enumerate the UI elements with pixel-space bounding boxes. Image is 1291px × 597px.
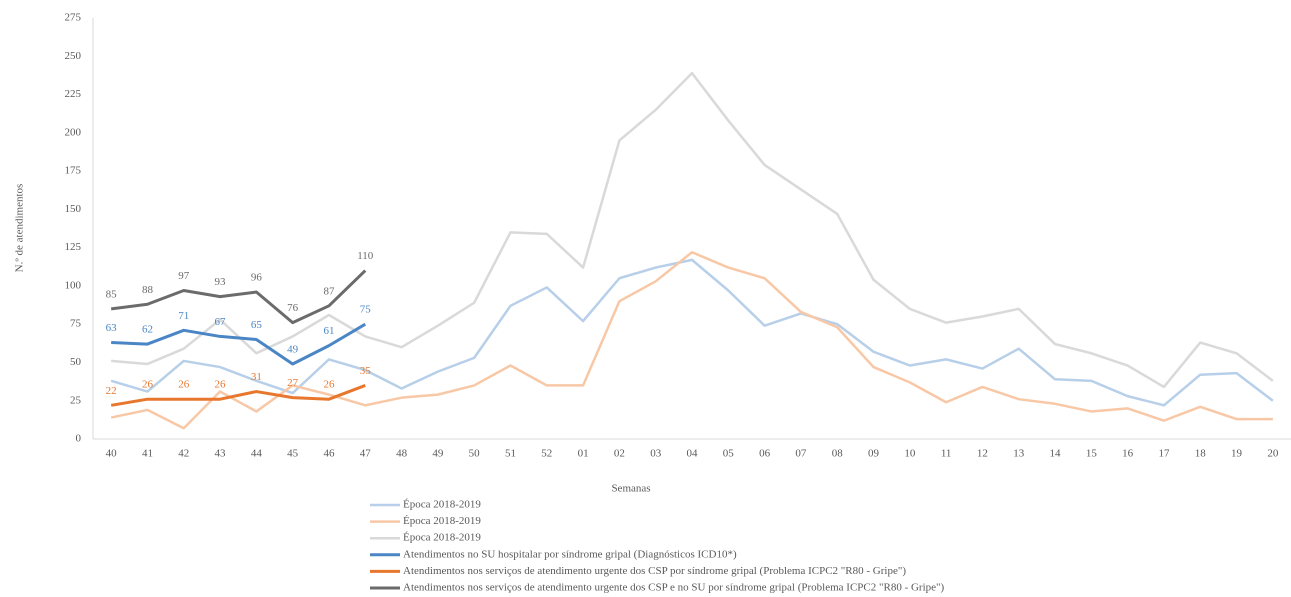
x-tick-label: 20 (1267, 448, 1279, 460)
y-tick-label: 50 (70, 356, 82, 368)
y-tick-label: 200 (65, 126, 82, 138)
x-tick-label: 02 (614, 448, 625, 460)
x-tick-label: 16 (1122, 448, 1134, 460)
x-tick-label: 12 (977, 448, 988, 460)
y-tick-label: 250 (65, 50, 82, 62)
x-tick-label: 07 (795, 448, 807, 460)
x-tick-label: 08 (832, 448, 844, 460)
x-tick-label: 42 (178, 448, 189, 460)
x-tick-label: 49 (432, 448, 444, 460)
x-tick-label: 41 (142, 448, 153, 460)
legend-label: Época 2018-2019 (403, 515, 481, 527)
x-tick-label: 04 (687, 448, 699, 460)
data-label: 26 (142, 379, 154, 391)
data-label: 31 (251, 371, 262, 383)
data-label: 67 (215, 316, 227, 328)
y-axis-label: N.º de atendimentos (14, 184, 26, 273)
data-label: 65 (251, 319, 263, 331)
x-tick-label: 09 (868, 448, 880, 460)
y-tick-label: 175 (65, 165, 82, 177)
x-tick-label: 15 (1086, 448, 1098, 460)
series-line (110, 250, 1273, 430)
data-label: 63 (106, 322, 118, 334)
legend-label: Atendimentos no SU hospitalar por síndro… (403, 548, 737, 560)
data-label: 110 (357, 250, 374, 262)
x-tick-label: 01 (578, 448, 589, 460)
data-label: 85 (106, 288, 118, 300)
x-tick-label: 14 (1050, 448, 1062, 460)
y-tick-label: 275 (65, 12, 82, 24)
data-label: 93 (215, 276, 227, 288)
series-line (110, 269, 367, 325)
data-label: 26 (215, 379, 227, 391)
y-tick-label: 0 (76, 433, 82, 445)
x-tick-label: 43 (215, 448, 227, 460)
x-tick-label: 10 (904, 448, 916, 460)
x-tick-label: 47 (360, 448, 372, 460)
y-tick-label: 225 (65, 88, 82, 100)
data-label: 26 (323, 379, 335, 391)
series-line (110, 384, 366, 407)
legend-label: Atendimentos nos serviços de atendimento… (403, 582, 945, 594)
x-tick-label: 50 (469, 448, 481, 460)
x-tick-label: 51 (505, 448, 516, 460)
y-tick-label: 100 (65, 279, 82, 291)
series-line (111, 71, 1274, 389)
x-tick-label: 13 (1013, 448, 1025, 460)
data-label: 49 (287, 344, 299, 356)
x-tick-label: 40 (106, 448, 118, 460)
x-tick-label: 05 (723, 448, 735, 460)
x-tick-label: 45 (287, 448, 299, 460)
data-label: 97 (178, 270, 190, 282)
data-label: 75 (360, 304, 372, 316)
series-line (110, 258, 1274, 407)
data-label: 35 (360, 365, 372, 377)
data-label: 27 (287, 377, 299, 389)
x-tick-label: 46 (323, 448, 335, 460)
x-tick-label: 52 (541, 448, 552, 460)
data-label: 22 (106, 385, 117, 397)
data-label: 76 (287, 302, 299, 314)
y-tick-label: 150 (65, 203, 82, 215)
x-tick-label: 17 (1158, 448, 1170, 460)
x-tick-label: 06 (759, 448, 771, 460)
data-label: 88 (142, 284, 154, 296)
x-tick-label: 11 (941, 448, 952, 460)
data-label: 61 (323, 325, 334, 337)
legend-label: Época 2018-2019 (403, 532, 481, 544)
x-tick-label: 48 (396, 448, 408, 460)
y-tick-label: 75 (70, 318, 82, 330)
x-tick-label: 19 (1231, 448, 1243, 460)
x-tick-label: 18 (1195, 448, 1207, 460)
y-tick-label: 25 (70, 394, 82, 406)
data-label: 26 (178, 379, 190, 391)
x-tick-label: 03 (650, 448, 662, 460)
x-tick-label: 44 (251, 448, 263, 460)
x-axis-label: Semanas (611, 483, 650, 495)
data-label: 71 (178, 310, 189, 322)
data-label: 96 (251, 272, 263, 284)
series-line (111, 322, 367, 366)
data-label: 87 (323, 285, 335, 297)
legend-label: Época 2018-2019 (403, 499, 481, 511)
data-label: 62 (142, 324, 153, 336)
y-tick-label: 125 (65, 241, 82, 253)
legend-label: Atendimentos nos serviços de atendimento… (403, 565, 906, 577)
